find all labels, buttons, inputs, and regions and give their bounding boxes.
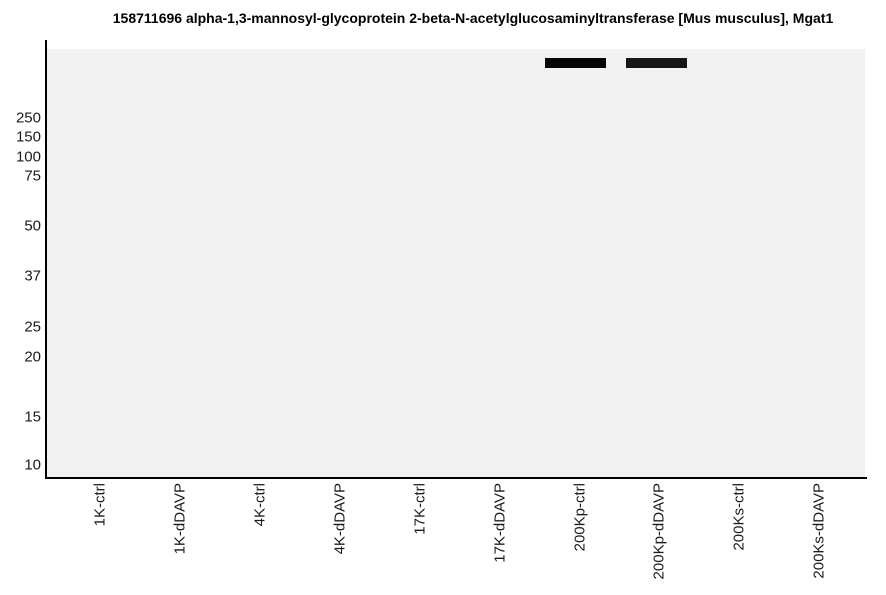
y-tick-label: 50 xyxy=(24,217,41,235)
y-tick-label: 10 xyxy=(24,456,41,474)
y-tick-label: 75 xyxy=(24,167,41,185)
blot-band xyxy=(545,58,606,68)
x-tick-label-lane: 4K-ctrl xyxy=(251,483,269,527)
y-tick-label: 100 xyxy=(15,148,41,166)
x-tick-label-lane: 1K-dDAVP xyxy=(171,483,189,555)
x-tick-label-lane: 200Kp-ctrl xyxy=(571,483,589,552)
x-tick-label-lane: 200Kp-dDAVP xyxy=(650,483,668,580)
gel-plot-area xyxy=(47,49,865,477)
x-tick-label-lane: 17K-ctrl xyxy=(411,483,429,535)
x-tick-label-lane: 1K-ctrl xyxy=(91,483,109,527)
x-axis xyxy=(45,477,867,479)
blot-band xyxy=(626,58,687,68)
y-tick-label: 15 xyxy=(24,408,41,426)
y-tick-label: 150 xyxy=(15,128,41,146)
y-tick-label: 20 xyxy=(24,348,41,366)
x-tick-label-lane: 17K-dDAVP xyxy=(491,483,509,563)
y-tick-label: 37 xyxy=(24,267,41,285)
x-tick-label-lane: 200Ks-ctrl xyxy=(730,483,748,551)
x-tick-label-lane: 200Ks-dDAVP xyxy=(810,483,828,579)
y-tick-label: 25 xyxy=(24,318,41,336)
y-tick-label: 250 xyxy=(15,109,41,127)
x-tick-label-lane: 4K-dDAVP xyxy=(331,483,349,555)
chart-title: 158711696 alpha-1,3-mannosyl-glycoprotei… xyxy=(112,10,834,26)
y-axis xyxy=(45,40,47,479)
